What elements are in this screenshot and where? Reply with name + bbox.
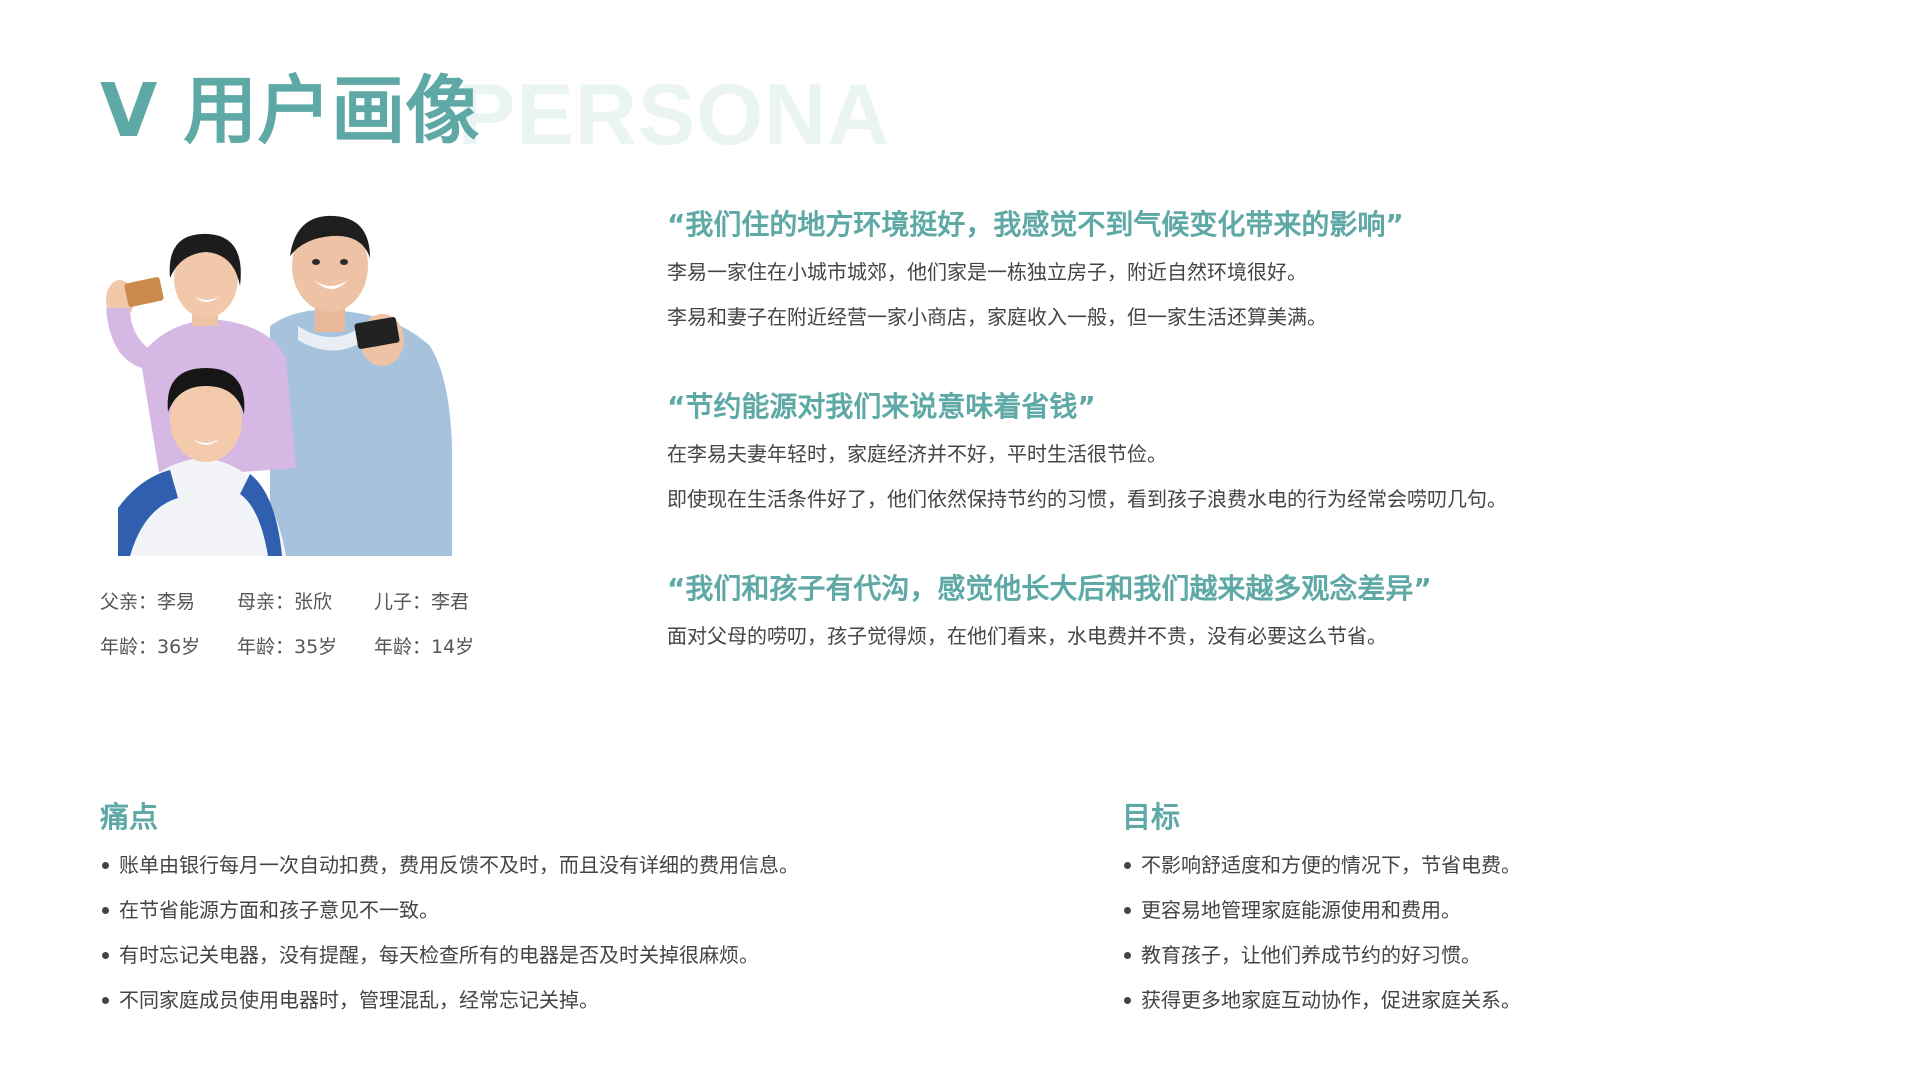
goal-text: 不影响舒适度和方便的情况下，节省电费。 (1141, 853, 1521, 877)
pain-point-text: 在节省能源方面和孩子意见不一致。 (119, 898, 439, 922)
quote-text: 即使现在生活条件好了，他们依然保持节约的习惯，看到孩子浪费水电的行为经常会唠叨几… (667, 487, 1507, 511)
father-age: 年龄：36岁 (100, 636, 201, 658)
pain-point-text: 不同家庭成员使用电器时，管理混乱，经常忘记关掉。 (119, 988, 599, 1012)
goal-text: 教育孩子，让他们养成节约的好习惯。 (1141, 943, 1481, 967)
bullet-icon (102, 907, 109, 914)
list-item: 获得更多地家庭互动协作，促进家庭关系。 (1122, 978, 1882, 1023)
bullet-icon (1124, 997, 1131, 1004)
family-members: 父亲：李易 母亲：张欣 儿子：李君 年龄：36岁 年龄：35岁 年龄：14岁 (100, 578, 511, 668)
quote-block: “我们和孩子有代沟，感觉他长大后和我们越来越多观念差异” 面对父母的唠叨，孩子觉… (667, 564, 1867, 659)
bullet-icon (1124, 862, 1131, 869)
section-number: V (100, 68, 158, 154)
section-title: 用户画像 (183, 68, 480, 154)
page-header: PERSONA V 用户画像 (100, 58, 1000, 160)
quote-text: 李易和妻子在附近经营一家小商店，家庭收入一般，但一家生活还算美满。 (667, 305, 1327, 329)
pain-points-title: 痛点 (100, 800, 159, 834)
pain-point-text: 账单由银行每月一次自动扣费，费用反馈不及时，而且没有详细的费用信息。 (119, 853, 799, 877)
bullet-icon (102, 952, 109, 959)
bullet-icon (1124, 907, 1131, 914)
quote-title: “我们住的地方环境挺好，我感觉不到气候变化带来的影响” (667, 208, 1404, 241)
pain-point-text: 有时忘记关电器，没有提醒，每天检查所有的电器是否及时关掉很麻烦。 (119, 943, 759, 967)
bullet-icon (102, 862, 109, 869)
title-watermark: PERSONA (458, 67, 891, 163)
son-figure (118, 368, 286, 556)
list-item: 不影响舒适度和方便的情况下，节省电费。 (1122, 843, 1882, 888)
son-age: 年龄：14岁 (374, 636, 475, 658)
quote-title: “我们和孩子有代沟，感觉他长大后和我们越来越多观念差异” (667, 572, 1432, 605)
son-label: 儿子：李君 (374, 591, 470, 613)
quote-block: “节约能源对我们来说意味着省钱” 在李易夫妻年轻时，家庭经济并不好，平时生活很节… (667, 382, 1867, 522)
bullet-icon (1124, 952, 1131, 959)
father-figure (270, 215, 452, 556)
family-photo (100, 208, 485, 556)
goals-title: 目标 (1122, 800, 1181, 834)
goals-section: 目标 不影响舒适度和方便的情况下，节省电费。 更容易地管理家庭能源使用和费用。 … (1122, 795, 1882, 1023)
list-item: 更容易地管理家庭能源使用和费用。 (1122, 888, 1882, 933)
list-item: 账单由银行每月一次自动扣费，费用反馈不及时，而且没有详细的费用信息。 (100, 843, 1080, 888)
quote-title: “节约能源对我们来说意味着省钱” (667, 390, 1096, 423)
list-item: 在节省能源方面和孩子意见不一致。 (100, 888, 1080, 933)
member-role-row: 父亲：李易 母亲：张欣 儿子：李君 (100, 578, 511, 623)
page-title: V 用户画像 (100, 66, 479, 156)
quote-block: “我们住的地方环境挺好，我感觉不到气候变化带来的影响” 李易一家住在小城市城郊，… (667, 200, 1867, 340)
list-item: 教育孩子，让他们养成节约的好习惯。 (1122, 933, 1882, 978)
pain-points-section: 痛点 账单由银行每月一次自动扣费，费用反馈不及时，而且没有详细的费用信息。 在节… (100, 795, 1080, 1023)
goal-text: 获得更多地家庭互动协作，促进家庭关系。 (1141, 988, 1521, 1012)
list-item: 有时忘记关电器，没有提醒，每天检查所有的电器是否及时关掉很麻烦。 (100, 933, 1080, 978)
member-age-row: 年龄：36岁 年龄：35岁 年龄：14岁 (100, 623, 511, 668)
father-label: 父亲：李易 (100, 591, 196, 613)
goal-text: 更容易地管理家庭能源使用和费用。 (1141, 898, 1461, 922)
persona-quotes: “我们住的地方环境挺好，我感觉不到气候变化带来的影响” 李易一家住在小城市城郊，… (667, 200, 1867, 701)
mother-label: 母亲：张欣 (237, 591, 333, 613)
quote-text: 面对父母的唠叨，孩子觉得烦，在他们看来，水电费并不贵，没有必要这么节省。 (667, 624, 1387, 648)
bullet-icon (102, 997, 109, 1004)
mother-age: 年龄：35岁 (237, 636, 338, 658)
quote-text: 在李易夫妻年轻时，家庭经济并不好，平时生活很节俭。 (667, 442, 1167, 466)
list-item: 不同家庭成员使用电器时，管理混乱，经常忘记关掉。 (100, 978, 1080, 1023)
quote-text: 李易一家住在小城市城郊，他们家是一栋独立房子，附近自然环境很好。 (667, 260, 1307, 284)
